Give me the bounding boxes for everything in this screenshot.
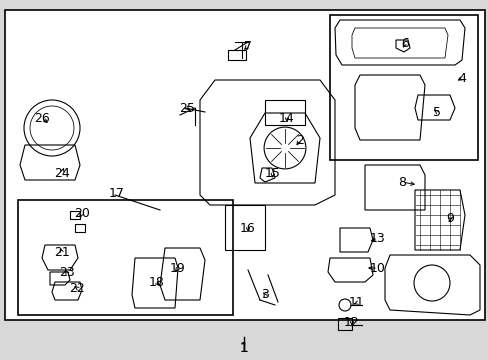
Text: 20: 20: [74, 207, 90, 220]
Bar: [329, 15, 477, 160]
Text: 23: 23: [59, 266, 75, 279]
Text: 2: 2: [295, 134, 304, 147]
Bar: [5, 10, 484, 320]
Text: 11: 11: [348, 297, 364, 310]
Text: 15: 15: [264, 166, 281, 180]
Text: 19: 19: [170, 261, 185, 275]
Bar: [227, 50, 245, 60]
Text: 1: 1: [240, 342, 247, 355]
Text: 21: 21: [54, 247, 70, 260]
Text: 5: 5: [432, 105, 440, 118]
Bar: [75, 224, 85, 232]
Text: 3: 3: [261, 288, 268, 302]
Text: 8: 8: [397, 176, 405, 189]
Text: 26: 26: [34, 112, 50, 125]
Text: 4: 4: [457, 72, 465, 85]
Text: 17: 17: [109, 186, 124, 199]
Text: 18: 18: [149, 276, 164, 289]
Text: 7: 7: [244, 40, 251, 53]
Text: 12: 12: [344, 316, 359, 329]
Text: 25: 25: [179, 102, 195, 114]
Bar: [70, 211, 80, 219]
Text: 14: 14: [279, 112, 294, 125]
Text: 6: 6: [400, 36, 408, 50]
Text: 16: 16: [240, 221, 255, 234]
Text: 1: 1: [239, 341, 248, 355]
Text: 24: 24: [54, 166, 70, 180]
Bar: [18, 200, 232, 315]
Text: 13: 13: [369, 231, 385, 244]
Text: 10: 10: [369, 261, 385, 275]
Text: 22: 22: [69, 282, 85, 294]
Text: 9: 9: [445, 212, 453, 225]
